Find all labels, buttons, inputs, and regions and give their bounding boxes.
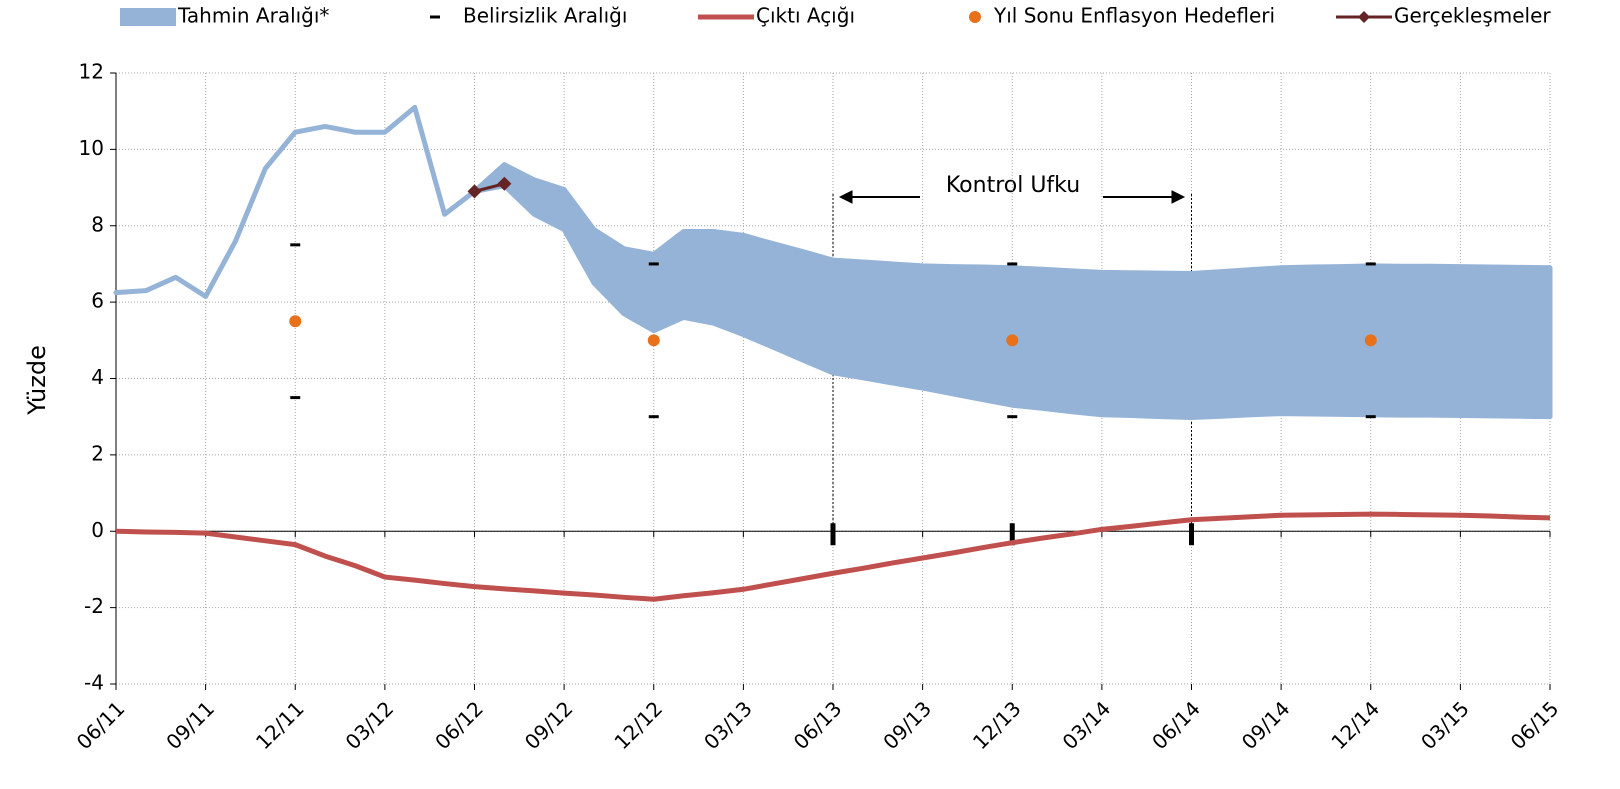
y-tick-label: 6 [91,289,104,313]
target-dot [647,334,660,347]
target-dot [1364,334,1377,347]
y-tick-label: 0 [91,518,104,542]
output-gap-line [115,511,1551,602]
legend: Tahmin Aralığı* Belirsizlik Aralığı Çıktı … [120,4,1551,28]
y-tick-label: 10 [79,136,104,160]
y-tick-label: -4 [84,671,104,695]
legend-swatch [120,8,176,26]
x-tick-label: 12/11 [251,696,309,754]
x-tick-label: 12/12 [609,696,667,754]
y-tick-label: -2 [84,594,104,618]
x-tick-label: 03/14 [1058,696,1116,754]
x-tick-label: 06/13 [789,696,847,754]
forecast-band [113,104,1553,420]
x-tick-label: 03/12 [341,696,399,754]
x-tick-label: 03/13 [699,696,757,754]
legend-label: Gerçekleşmeler [1394,4,1551,28]
realized-marker [467,184,482,199]
x-tick-label: 09/12 [520,696,578,754]
x-tick-label: 09/13 [878,696,936,754]
legend-label: Belirsizlik Aralığı [463,4,627,28]
legend-label: Tahmin Aralığı* [177,4,329,28]
y-tick-label: 12 [79,60,104,84]
y-tick-label: 4 [91,365,104,389]
x-tick-label: 09/14 [1237,696,1295,754]
realized-marker [497,176,512,191]
legend-swatch [1358,11,1370,23]
y-axis-label: Yüzde [23,345,51,416]
x-tick-label: 06/12 [430,696,488,754]
legend-label: Yıl Sonu Enflasyon Hedefleri [993,4,1275,28]
x-tick-label: 06/14 [1147,696,1205,754]
x-tick-label: 06/11 [72,696,130,754]
y-tick-label: 8 [91,212,104,236]
y-tick-label: 2 [91,441,104,465]
x-tick-label: 06/15 [1506,696,1564,754]
x-tick-label: 12/13 [968,696,1026,754]
x-tick-label: 12/14 [1326,696,1384,754]
target-dot [289,315,302,328]
legend-swatch [969,11,981,23]
x-tick-label: 09/11 [161,696,219,754]
x-tick-label: 03/15 [1416,696,1474,754]
legend-label: Çıktı Açığı [756,4,855,28]
target-dot [1006,334,1019,347]
control-horizon [838,190,1186,204]
annotation: Kontrol Ufku [946,173,1080,198]
